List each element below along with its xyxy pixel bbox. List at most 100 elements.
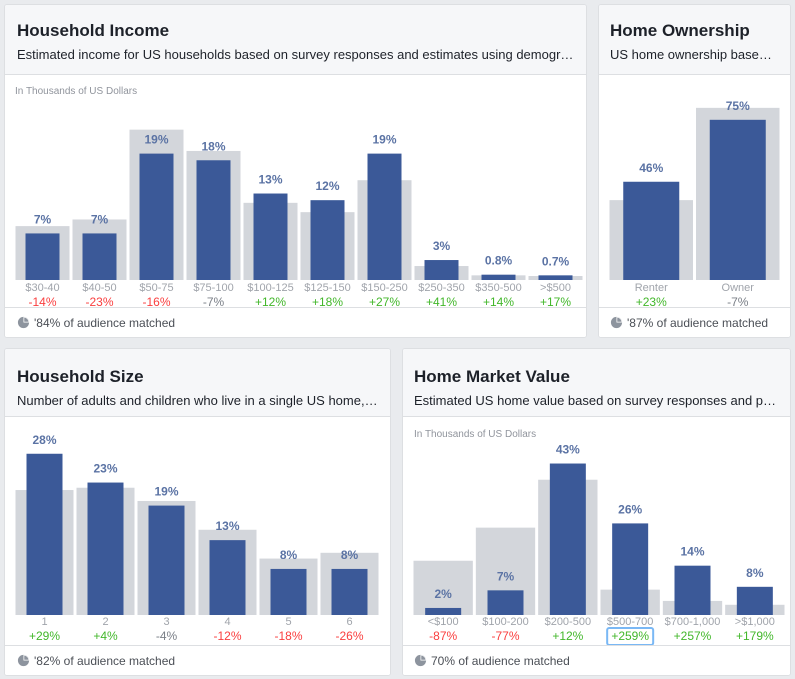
home-market-value-card: Home Market Value Estimated US home valu… [402,348,791,676]
change-label: +12% [255,295,286,309]
category-tick-label: 1 [41,616,47,628]
home-market-value-chart: 2% <$100-87% 7% $100-200-77% 43% $200-500+12%… [413,443,785,646]
change-label: +27% [369,295,400,309]
bar-value-label: 19% [144,133,168,147]
bar-value-label: 14% [680,545,704,559]
change-label: +179% [736,629,774,643]
audience-bar [310,200,345,280]
bar-value-label: 12% [315,179,339,193]
audience-bar [148,505,185,615]
unit-label: In Thousands of US Dollars [15,86,138,97]
audience-bar [270,568,307,615]
audience-matched-text: 70% of audience matched [431,653,570,668]
audience-bar [82,233,117,280]
bar-value-label: 8% [280,548,298,562]
change-label: +23% [636,295,667,309]
change-label: +17% [540,295,571,309]
audience-bar [549,463,586,615]
category-tick-label: $50-75 [139,282,173,294]
bar-value-label: 13% [215,519,239,533]
audience-matched-text: '82% of audience matched [34,653,176,668]
card-header: Household Income Estimated income for US… [5,5,586,75]
bar-value-label: 43% [556,443,580,457]
audience-bar [736,586,773,615]
change-label: +41% [426,295,457,309]
audience-bar [25,233,60,280]
bar-value-label: 23% [93,462,117,476]
bar-value-label: 3% [433,239,451,253]
household-income-chart: 7% $30-40-14% 7% $40-50-23% 19% $50-75-16% 18%… [15,129,583,309]
bar-value-label: 8% [746,566,764,580]
pie-chart-icon [610,316,623,329]
audience-bar [481,274,516,280]
bar-value-label: 7% [34,212,52,226]
category-tick-label: 4 [224,616,230,628]
category-tick-label: $100-125 [247,282,294,294]
card-footer: 70% of audience matched [403,645,790,675]
card-header: Home Ownership US home ownership based o… [599,5,790,75]
change-label: -7% [203,295,225,309]
baseline-bar [413,560,473,615]
change-label: -14% [28,295,56,309]
bar-value-label: 7% [91,212,109,226]
card-footer: '87% of audience matched [599,307,790,337]
home-ownership-chart: 46% Renter+23% 75% Owner-7% [609,99,780,309]
audience-bar [331,568,368,615]
category-tick-label: $75-100 [193,282,233,294]
audience-bar [196,160,231,280]
card-subtitle: Number of adults and children who live i… [17,393,378,408]
change-label: -12% [213,629,241,643]
change-label: -18% [274,629,302,643]
card-subtitle: Estimated income for US households based… [17,47,574,62]
bar-value-label: 26% [618,502,642,516]
bar-value-label: 7% [497,569,515,583]
audience-bar [487,590,524,615]
audience-bar [538,275,573,280]
audience-bar [424,260,459,280]
change-label: +12% [552,629,583,643]
audience-bar [87,482,124,615]
category-tick-label: Owner [722,282,755,294]
audience-matched-text: '84% of audience matched [34,315,176,330]
bar-value-label: 18% [201,139,225,153]
bar-value-label: 75% [726,99,750,113]
category-tick-label: $100-200 [482,616,529,628]
bar-value-label: 46% [639,161,663,175]
category-tick-label: $40-50 [82,282,116,294]
change-label: -87% [429,629,457,643]
change-label: -77% [491,629,519,643]
bar-value-label: 8% [341,548,359,562]
category-tick-label: >$1,000 [735,616,775,628]
audience-bar [209,540,246,615]
audience-bar [253,193,288,280]
audience-bar [623,181,680,280]
category-tick-label: 6 [346,616,352,628]
category-tick-label: Renter [635,282,668,294]
change-label: +14% [483,295,514,309]
category-tick-label: >$500 [540,282,571,294]
pie-chart-icon [17,654,30,667]
bar-value-label: 2% [434,587,452,601]
change-label: -4% [156,629,178,643]
bar-value-label: 0.8% [485,254,513,268]
category-tick-label: $250-350 [418,282,465,294]
change-label: +259% [611,629,649,643]
unit-label: In Thousands of US Dollars [414,429,537,440]
change-label: +257% [674,629,712,643]
change-label: -26% [335,629,363,643]
audience-bar [425,607,462,615]
bar-value-label: 13% [258,173,282,187]
change-label: +29% [29,629,60,643]
audience-bar [139,153,174,280]
audience-bar [709,119,766,280]
change-label: +4% [93,629,118,643]
card-footer: '84% of audience matched [5,307,586,337]
category-tick-label: 2 [102,616,108,628]
bar-value-label: 19% [372,133,396,147]
change-label: -7% [727,295,749,309]
card-subtitle: US home ownership based o... [610,47,778,62]
category-tick-label: 5 [285,616,291,628]
category-tick-label: $30-40 [25,282,59,294]
household-income-card: Household Income Estimated income for US… [4,4,587,338]
category-tick-label: $150-250 [361,282,408,294]
